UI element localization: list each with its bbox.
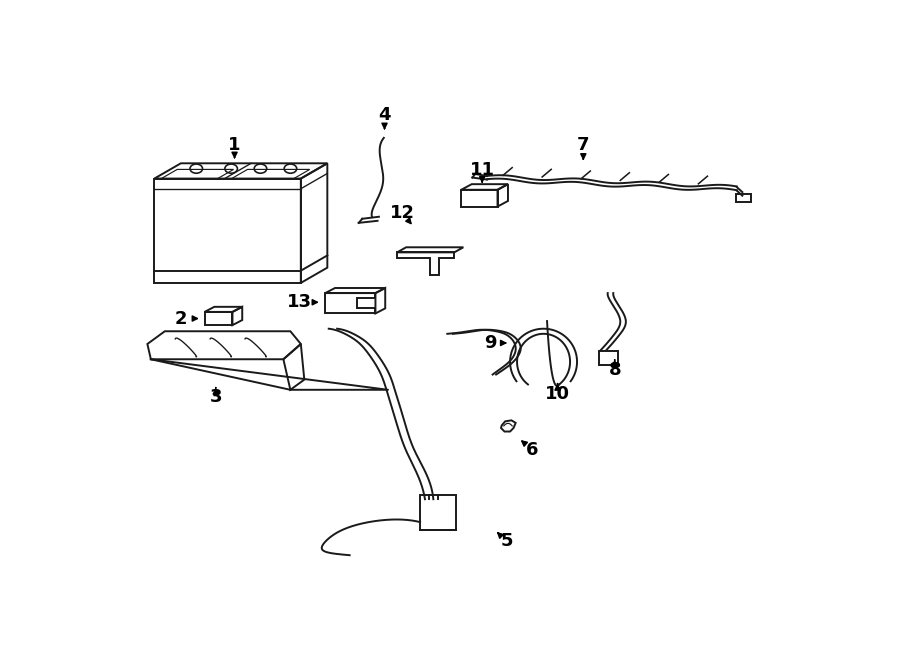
Text: 9: 9 (484, 334, 497, 352)
Text: 5: 5 (500, 533, 513, 551)
Bar (598, 351, 618, 366)
Text: 10: 10 (545, 385, 570, 403)
Text: 6: 6 (526, 441, 538, 459)
Bar (420, 495, 456, 529)
Text: 1: 1 (229, 136, 241, 155)
Text: 7: 7 (577, 136, 590, 155)
Text: 2: 2 (175, 309, 187, 328)
Text: 12: 12 (390, 204, 415, 221)
Text: 13: 13 (287, 293, 312, 311)
Text: 8: 8 (608, 362, 621, 379)
Text: 3: 3 (210, 389, 222, 407)
Text: 11: 11 (470, 161, 495, 179)
Bar (736, 194, 752, 202)
Text: 4: 4 (378, 106, 391, 124)
